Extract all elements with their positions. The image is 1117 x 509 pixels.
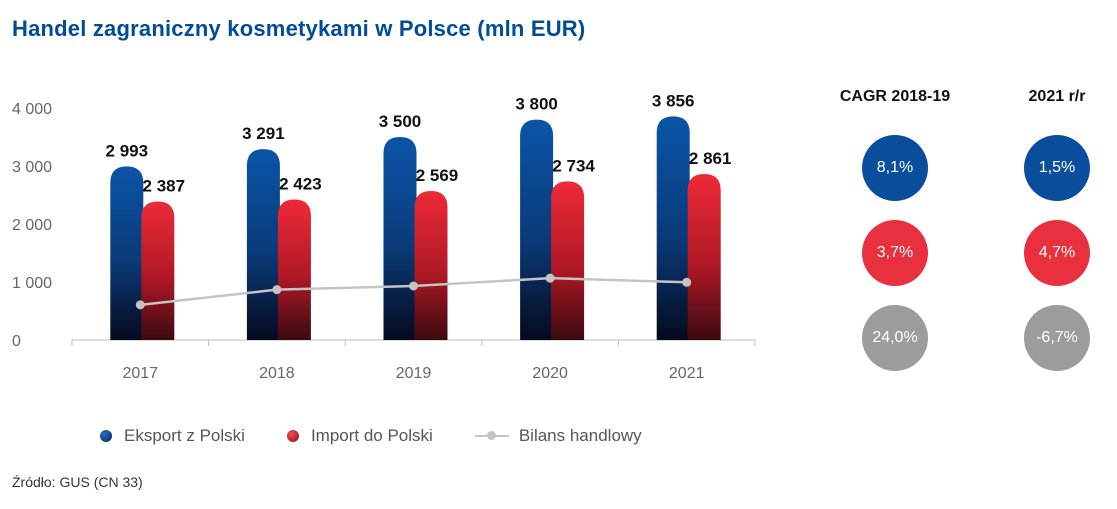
yoy-header: 2021 r/r xyxy=(1028,88,1086,105)
cagr-export-circle: 8,1% xyxy=(862,135,928,201)
export-bar xyxy=(246,149,280,340)
cagr-balance-circle: 24,0% xyxy=(862,305,928,371)
legend-import-label: Import do Polski xyxy=(310,426,433,445)
export-data-label: 3 500 xyxy=(379,112,422,131)
y-tick-label: 2 000 xyxy=(12,217,52,234)
x-tick-label: 2020 xyxy=(532,365,568,382)
export-data-label: 2 993 xyxy=(106,141,149,160)
yoy-balance-circle: -6,7% xyxy=(1024,305,1090,371)
legend-balance-marker xyxy=(474,430,509,442)
import-bar xyxy=(414,190,448,340)
cagr-export-value: 8,1% xyxy=(876,159,914,176)
yoy-export-value: 1,5% xyxy=(1038,159,1076,176)
yoy-balance-value: -6,7% xyxy=(1036,329,1078,346)
import-data-label: 2 734 xyxy=(552,156,595,175)
y-tick-label: 3 000 xyxy=(12,159,52,176)
legend-export-label: Eksport z Polski xyxy=(124,426,245,445)
legend-item-balance: Bilans handlowy xyxy=(474,426,642,446)
import-data-label: 2 387 xyxy=(143,177,186,196)
cagr-import-circle: 3,7% xyxy=(862,220,928,286)
export-data-label: 3 800 xyxy=(515,95,558,114)
cagr-balance-value: 24,0% xyxy=(872,329,918,346)
export-data-label: 3 856 xyxy=(652,91,695,110)
legend: Eksport z Polski Import do Polski Bilans… xyxy=(100,426,684,446)
export-data-label: 3 291 xyxy=(242,124,285,143)
cagr-import-value: 3,7% xyxy=(876,244,914,261)
import-bar xyxy=(687,174,721,340)
y-tick-label: 4 000 xyxy=(12,101,52,118)
import-data-label: 2 423 xyxy=(279,174,322,193)
balance-point xyxy=(682,277,692,287)
export-bar xyxy=(110,166,144,340)
source-note: Źródło: GUS (CN 33) xyxy=(12,474,143,490)
legend-item-export: Eksport z Polski xyxy=(100,426,245,446)
cagr-header: CAGR 2018-19 xyxy=(839,88,951,105)
import-data-label: 2 861 xyxy=(689,149,732,168)
x-tick-label: 2017 xyxy=(123,365,159,382)
y-tick-label: 0 xyxy=(12,333,21,350)
yoy-import-value: 4,7% xyxy=(1038,244,1076,261)
export-bar xyxy=(383,137,417,340)
x-tick-label: 2018 xyxy=(259,365,295,382)
balance-point xyxy=(272,285,282,295)
import-bar xyxy=(551,181,585,340)
legend-export-marker xyxy=(100,430,112,442)
import-bar xyxy=(277,199,311,340)
export-bar xyxy=(656,116,690,341)
legend-item-import: Import do Polski xyxy=(286,426,433,446)
import-data-label: 2 569 xyxy=(416,166,459,185)
balance-point xyxy=(545,273,555,283)
legend-balance-label: Bilans handlowy xyxy=(518,426,642,445)
yoy-export-circle: 1,5% xyxy=(1024,135,1090,201)
chart-title: Handel zagraniczny kosmetykami w Polsce … xyxy=(12,16,586,41)
balance-point xyxy=(409,281,418,291)
yoy-import-circle: 4,7% xyxy=(1024,220,1090,286)
export-bar xyxy=(520,119,554,340)
legend-import-marker xyxy=(286,430,299,442)
x-tick-label: 2019 xyxy=(396,365,432,382)
balance-point xyxy=(135,300,145,310)
import-bar xyxy=(141,201,175,340)
bar-chart: 0 1 000 2 000 3 000 4 000 2017 2018 2019 2020 202… xyxy=(12,91,756,382)
x-tick-label: 2021 xyxy=(669,365,705,382)
y-tick-label: 1 000 xyxy=(12,275,52,292)
